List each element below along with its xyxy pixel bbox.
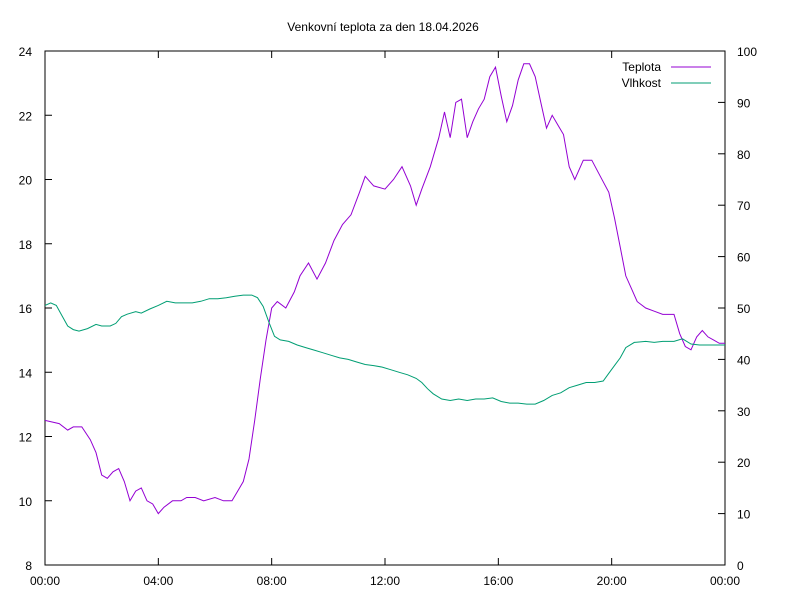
right-tick-label: 30 bbox=[737, 405, 751, 419]
right-tick-label: 0 bbox=[737, 559, 744, 573]
right-tick-label: 80 bbox=[737, 148, 751, 162]
series-line-teplota bbox=[44, 63, 725, 515]
x-tick-label: 00:00 bbox=[710, 574, 740, 588]
left-tick-label: 22 bbox=[19, 109, 33, 123]
legend: Teplota Vlhkost bbox=[622, 60, 711, 90]
right-axis: 0 10 20 30 40 50 60 70 80 90 100 bbox=[718, 45, 757, 573]
right-tick-label: 70 bbox=[737, 199, 751, 213]
x-tick-label: 20:00 bbox=[597, 574, 627, 588]
right-tick-label: 40 bbox=[737, 353, 751, 367]
left-tick-label: 18 bbox=[19, 238, 33, 252]
left-tick-label: 12 bbox=[19, 431, 33, 445]
x-axis: 00:00 04:00 08:00 12:00 16:00 20:00 00:00 bbox=[30, 51, 740, 588]
left-tick-label: 8 bbox=[25, 559, 32, 573]
right-tick-label: 60 bbox=[737, 251, 751, 265]
legend-label: Vlhkost bbox=[622, 76, 662, 90]
series-lines bbox=[44, 63, 725, 515]
left-axis: 8 10 12 14 16 18 20 22 24 bbox=[19, 45, 52, 573]
right-tick-label: 10 bbox=[737, 508, 751, 522]
x-tick-label: 04:00 bbox=[143, 574, 173, 588]
series-line-vlhkost bbox=[44, 294, 725, 405]
legend-label: Teplota bbox=[622, 60, 661, 74]
right-tick-label: 50 bbox=[737, 302, 751, 316]
x-tick-label: 12:00 bbox=[370, 574, 400, 588]
right-tick-label: 20 bbox=[737, 456, 751, 470]
left-tick-label: 16 bbox=[19, 302, 33, 316]
right-tick-label: 100 bbox=[737, 45, 757, 59]
left-tick-label: 24 bbox=[19, 45, 33, 59]
x-tick-label: 16:00 bbox=[483, 574, 513, 588]
x-tick-label: 00:00 bbox=[30, 574, 60, 588]
left-tick-label: 20 bbox=[19, 174, 33, 188]
right-tick-label: 90 bbox=[737, 96, 751, 110]
left-tick-label: 10 bbox=[19, 495, 33, 509]
x-tick-label: 08:00 bbox=[257, 574, 287, 588]
left-tick-label: 14 bbox=[19, 366, 33, 380]
plot-frame bbox=[44, 50, 726, 566]
chart-title: Venkovní teplota za den 18.04.2026 bbox=[287, 20, 479, 34]
